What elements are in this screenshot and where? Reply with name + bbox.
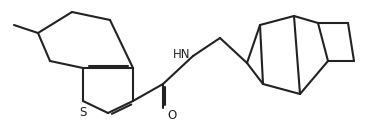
Text: HN: HN <box>173 47 190 61</box>
Text: S: S <box>79 106 87 119</box>
Text: O: O <box>167 109 176 122</box>
